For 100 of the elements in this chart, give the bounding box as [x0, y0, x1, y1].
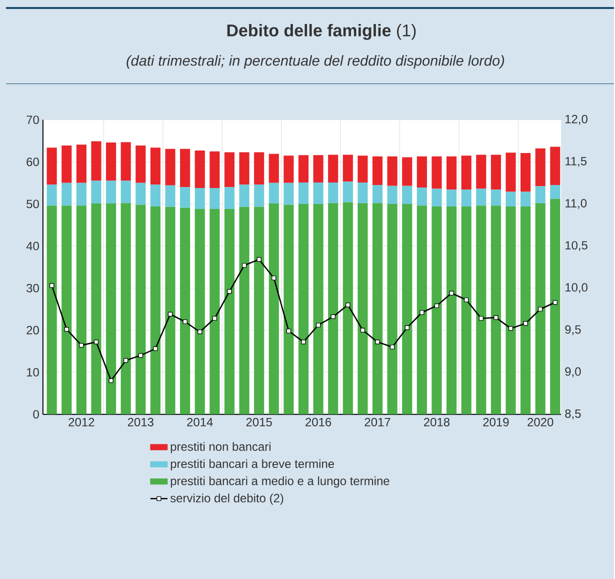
bar — [120, 203, 131, 414]
bar — [91, 141, 102, 181]
y2-tick-label: 11,5 — [566, 156, 587, 167]
bar — [150, 184, 160, 206]
point — [108, 378, 114, 383]
bar — [490, 154, 501, 190]
bar — [328, 154, 338, 182]
point — [330, 314, 336, 319]
x-tick-label: 2018 — [424, 418, 450, 426]
bar — [46, 148, 57, 185]
y2-tick-label: 9,5 — [565, 325, 581, 336]
y2-tick-label: 10,5 — [566, 241, 588, 251]
bar — [550, 185, 560, 199]
y2-tick-label: 12,0 — [566, 114, 588, 125]
bar — [165, 185, 176, 207]
point — [346, 302, 350, 308]
bar — [136, 204, 146, 414]
bar — [446, 190, 457, 206]
bar — [62, 145, 72, 183]
chart-title: Debito delle famiglie (1) — [227, 24, 416, 40]
point — [182, 319, 188, 324]
point — [301, 340, 306, 344]
bar — [62, 206, 72, 414]
bar — [239, 184, 250, 207]
bar — [194, 150, 205, 188]
legend-label: servizio del debito (2) — [170, 494, 284, 505]
chart-subtitle: (dati trimestrali; in percentuale del reddito disponibile lordo) — [126, 55, 504, 69]
bar — [76, 182, 86, 206]
bar — [446, 156, 457, 190]
bar — [210, 151, 220, 188]
point — [464, 298, 469, 302]
bar — [284, 156, 294, 183]
bar — [268, 182, 279, 204]
bar — [224, 187, 235, 209]
y-tick-label: 60 — [26, 158, 39, 166]
x-tick-label: 2020 — [528, 418, 554, 426]
bar — [550, 146, 560, 185]
bar — [461, 206, 472, 414]
bar — [210, 208, 220, 414]
point — [124, 358, 128, 363]
point — [420, 310, 424, 315]
point — [168, 312, 173, 316]
point — [153, 346, 158, 351]
bar — [254, 152, 264, 185]
bar — [268, 204, 279, 414]
point — [272, 276, 276, 280]
bar — [402, 157, 412, 186]
bar — [46, 184, 57, 206]
x-tick-label: 2012 — [68, 418, 94, 426]
bar — [180, 208, 190, 414]
point — [227, 289, 232, 294]
point — [198, 330, 202, 334]
bar — [239, 152, 250, 185]
bar — [298, 155, 309, 182]
point — [242, 263, 247, 268]
bar — [284, 204, 294, 414]
bar — [106, 180, 116, 204]
x-tick-label: 2016 — [306, 418, 332, 426]
bar — [506, 152, 516, 192]
bar — [194, 188, 205, 209]
bar — [520, 192, 531, 206]
bar — [432, 156, 442, 189]
bar — [416, 188, 427, 206]
legend-label: prestiti non bancari — [170, 442, 270, 454]
point — [79, 343, 84, 348]
point — [478, 316, 484, 321]
y-tick-label: 50 — [26, 200, 39, 208]
bar — [239, 206, 250, 414]
bar — [165, 148, 176, 186]
bar — [298, 182, 309, 204]
bar — [120, 142, 131, 181]
bar — [432, 188, 442, 206]
x-tick-label: 2017 — [364, 418, 390, 426]
bar — [520, 153, 531, 192]
bar — [416, 206, 427, 414]
bar — [254, 184, 264, 207]
bar — [106, 142, 116, 181]
bar — [284, 182, 294, 205]
y-tick-label: 40 — [26, 242, 39, 250]
y-tick-label: 30 — [26, 284, 39, 292]
point — [404, 325, 410, 330]
bar — [298, 204, 309, 414]
point — [508, 326, 514, 331]
bar — [194, 208, 205, 414]
bar — [106, 204, 116, 414]
bar — [387, 156, 398, 186]
point — [538, 306, 543, 312]
bar — [387, 186, 398, 204]
y-tick-label: 10 — [26, 368, 39, 376]
point — [316, 322, 321, 328]
bar — [535, 203, 546, 414]
bar — [150, 148, 160, 185]
point — [50, 283, 54, 288]
bar — [165, 206, 176, 414]
bar — [372, 156, 383, 185]
y2-tick-label: 9,0 — [565, 367, 581, 378]
bar — [387, 204, 398, 414]
point — [494, 315, 498, 320]
bar — [358, 182, 368, 204]
bar — [210, 188, 220, 209]
